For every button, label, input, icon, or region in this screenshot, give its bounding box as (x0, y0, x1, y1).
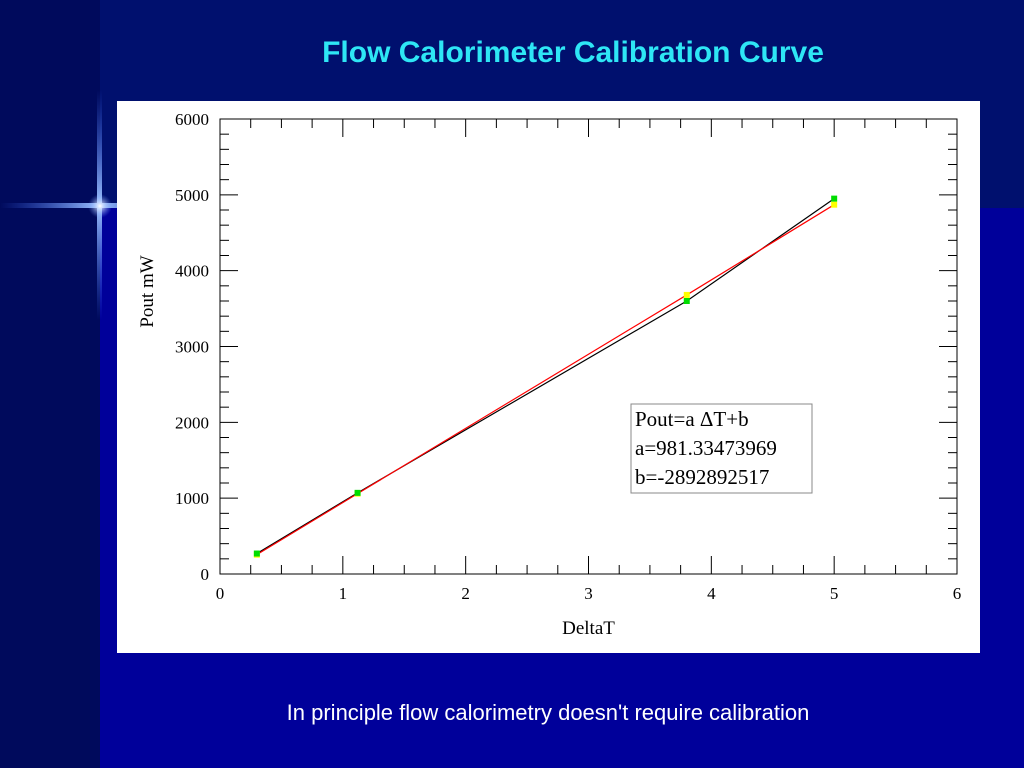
series-data-line (256, 198, 835, 555)
data-point (354, 489, 361, 496)
fit-annotation-line: Pout=a ΔT+b (635, 407, 749, 431)
y-tick-label: 1000 (175, 489, 209, 508)
plot-frame (219, 118, 958, 575)
x-tick-label: 6 (953, 584, 962, 603)
y-tick-label: 5000 (175, 186, 209, 205)
y-tick-label: 2000 (175, 413, 209, 432)
background-left-strip (0, 0, 100, 768)
slide-caption: In principle flow calorimetry doesn't re… (286, 700, 810, 725)
slide-title: Flow Calorimeter Calibration Curve (322, 36, 824, 69)
sparkle-decoration (0, 90, 200, 320)
x-tick-label: 1 (339, 584, 348, 603)
fit-point (683, 291, 690, 298)
y-tick-label: 0 (201, 565, 210, 584)
x-tick-label: 2 (461, 584, 470, 603)
fit-point (831, 201, 838, 208)
fit-annotation-box (630, 403, 813, 494)
y-tick-label: 4000 (175, 262, 209, 281)
chart-panel: 0 1 2 3 4 5 6 0 1000 2000 3000 4000 5000 6000 DeltaT Po… (117, 101, 980, 653)
data-point (253, 550, 260, 557)
y-axis-label: Pout mW (137, 255, 158, 327)
calibration-chart: 0 1 2 3 4 5 6 0 1000 2000 3000 4000 5000 6000 DeltaT Po… (137, 110, 962, 639)
x-tick-label: 0 (216, 584, 225, 603)
y-tick-label: 6000 (175, 110, 209, 129)
x-tick-label: 5 (830, 584, 839, 603)
y-tick-label: 3000 (175, 338, 209, 357)
data-point (683, 298, 690, 304)
x-axis-label: DeltaT (562, 618, 615, 639)
fit-annotation-line: b=-2892892517 (635, 465, 769, 489)
fit-annotation-line: a=981.33473969 (635, 436, 777, 460)
series-fit-line (256, 204, 835, 556)
data-point (831, 195, 838, 202)
x-tick-label: 3 (584, 584, 593, 603)
x-tick-label: 4 (707, 584, 716, 603)
